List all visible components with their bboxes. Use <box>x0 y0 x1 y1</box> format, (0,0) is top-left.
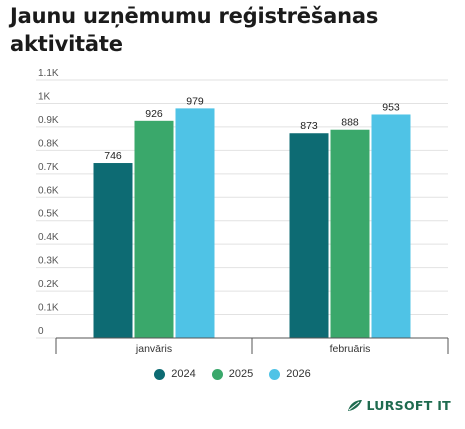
legend-item-2026[interactable]: 2026 <box>269 368 311 380</box>
lursoft-logo: LURSOFT IT <box>347 398 451 413</box>
legend-dot-icon <box>211 368 223 380</box>
bar-2026-janvāris <box>175 108 215 338</box>
data-label: 888 <box>341 117 359 129</box>
legend-label: 2026 <box>286 368 311 380</box>
legend-item-2024[interactable]: 2024 <box>154 368 196 380</box>
x-tick-label: janvāris <box>135 343 172 355</box>
data-label: 746 <box>104 150 122 162</box>
bar-2024-februāris <box>289 133 329 338</box>
legend-label: 2024 <box>171 368 196 380</box>
y-tick-label: 0.9K <box>38 115 59 126</box>
bar-2025-janvāris <box>134 120 174 338</box>
y-tick-label: 0.4K <box>38 232 59 243</box>
y-tick-label: 0.2K <box>38 279 59 290</box>
logo-text: LURSOFT IT <box>366 398 451 413</box>
data-label: 873 <box>300 120 318 132</box>
chart-title: Jaunu uzņēmumu reģistrēšanas aktivitāte <box>10 4 379 56</box>
bar-2026-februāris <box>371 114 411 338</box>
y-tick-label: 0.6K <box>38 185 59 196</box>
y-tick-label: 0.5K <box>38 209 59 220</box>
y-tick-label: 1K <box>38 91 51 102</box>
legend-dot-icon <box>269 368 281 380</box>
legend: 2024 2025 2026 <box>0 368 465 380</box>
data-label: 926 <box>145 108 163 120</box>
bars <box>93 108 411 338</box>
data-label: 953 <box>382 101 400 113</box>
legend-dot-icon <box>154 368 166 380</box>
y-tick-label: 0.3K <box>38 256 59 267</box>
legend-label: 2025 <box>228 368 254 380</box>
y-tick-label: 0 <box>38 326 44 337</box>
legend-item-2025[interactable]: 2025 <box>211 368 254 380</box>
bar-2024-janvāris <box>93 163 133 338</box>
y-axis-labels: 0 0.1K 0.2K 0.3K 0.4K 0.5K 0.6K 0.7K 0.8K 0.9K 1K 1… <box>38 68 59 337</box>
bar-2025-februāris <box>330 129 370 338</box>
bar-chart: 0 0.1K 0.2K 0.3K 0.4K 0.5K 0.6K 0.7K 0.8K 0.9K 1K 1… <box>36 68 449 355</box>
x-tick-label: februāris <box>330 343 371 355</box>
leaf-icon <box>348 399 363 411</box>
y-tick-label: 0.7K <box>38 162 59 173</box>
y-tick-label: 0.1K <box>38 303 59 314</box>
data-label: 979 <box>186 95 204 107</box>
x-axis: janvāris februāris <box>55 337 449 355</box>
y-tick-label: 1.1K <box>38 68 59 79</box>
y-tick-label: 0.8K <box>38 138 59 149</box>
data-labels: 746 926 979 873 888 953 <box>104 95 400 162</box>
